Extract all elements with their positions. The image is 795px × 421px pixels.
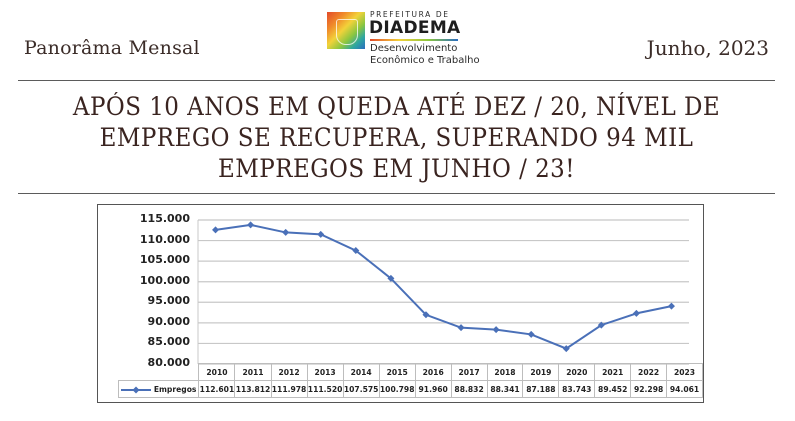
value-cell: 91.960 [414, 380, 452, 398]
headline-line-3: EMPREGOS EM JUNHO / 23! [218, 154, 575, 183]
data-point-marker [667, 302, 675, 310]
logo-underline [370, 39, 458, 41]
value-cell: 87.188 [522, 380, 560, 398]
y-tick-label: 105.000 [139, 253, 190, 267]
chart-data-table: 2010 2011 2012 2013 2014 2015 2016 2017 2018 2019… [117, 363, 703, 398]
y-tick-label: 110.000 [139, 232, 190, 246]
value-cell: 100.798 [378, 380, 416, 398]
logo-subtitle-2: Econômico e Trabalho [370, 55, 480, 66]
year-cell: 2020 [558, 363, 596, 381]
value-cell: 111.520 [306, 380, 344, 398]
city-crest-icon [327, 12, 365, 49]
year-cell: 2021 [594, 363, 632, 381]
legend-label: Empregos [151, 384, 197, 394]
value-cell: 92.298 [630, 380, 668, 398]
value-cell: 88.341 [486, 380, 524, 398]
y-tick-label: 80.000 [147, 356, 190, 369]
year-cell: 2017 [450, 363, 488, 381]
data-point-marker [527, 330, 535, 338]
value-cell: 113.812 [234, 380, 272, 398]
employment-series-line [215, 223, 672, 350]
value-cell: 89.452 [594, 380, 632, 398]
year-cell: 2022 [630, 363, 668, 381]
year-cell: 2023 [666, 363, 703, 381]
year-cell: 2014 [342, 363, 380, 381]
headline-line-1: APÓS 10 ANOS EM QUEDA ATÉ DEZ / 20, NÍVE… [72, 92, 721, 121]
series-legend-icon [121, 386, 152, 393]
headline-line-2: EMPREGO SE RECUPERA, SUPERANDO 94 MIL [99, 123, 694, 152]
values-row: Empregos 112.601 113.812 111.978 111.520 107.… [117, 380, 703, 398]
data-point-marker [282, 228, 290, 236]
year-cell: 2016 [414, 363, 452, 381]
year-cell: 2019 [522, 363, 560, 381]
employment-chart: 115.000 110.000 105.000 100.000 95.000 90.000… [97, 204, 704, 403]
year-row: 2010 2011 2012 2013 2014 2015 2016 2017 2018 2019… [119, 363, 703, 381]
legend-cell: Empregos [117, 380, 200, 398]
bottom-divider [18, 193, 775, 194]
year-cell: 2012 [270, 363, 308, 381]
year-cell: 2011 [234, 363, 272, 381]
logo-name: DIADEMA [369, 18, 461, 38]
headline: APÓS 10 ANOS EM QUEDA ATÉ DEZ / 20, NÍVE… [48, 91, 744, 184]
diadema-logo: PREFEITURA DE DIADEMA Desenvolvimento Ec… [327, 10, 497, 66]
year-cell: 2013 [306, 363, 344, 381]
data-point-marker [492, 326, 500, 334]
publication-title: Panorâma Mensal [24, 37, 200, 59]
publication-date: Junho, 2023 [646, 36, 769, 60]
data-point-marker [212, 226, 220, 234]
data-point-marker [457, 324, 465, 332]
data-point-marker [317, 230, 325, 238]
logo-prefix: PREFEITURA DE [370, 10, 450, 19]
value-cell: 107.575 [342, 380, 380, 398]
data-point-marker [247, 221, 255, 229]
data-point-marker [562, 345, 570, 353]
value-cell: 94.061 [666, 380, 703, 398]
top-divider [18, 80, 775, 81]
y-tick-label: 85.000 [147, 335, 190, 349]
data-point-marker [352, 247, 360, 255]
data-point-marker [632, 309, 640, 317]
data-point-marker [387, 274, 395, 282]
value-cell: 112.601 [198, 380, 236, 398]
y-tick-label: 100.000 [139, 273, 190, 287]
year-cell: 2015 [378, 363, 416, 381]
year-cell: 2010 [198, 363, 236, 381]
value-cell: 83.743 [558, 380, 596, 398]
data-point-marker [597, 321, 605, 329]
value-cell: 88.832 [450, 380, 488, 398]
logo-subtitle-1: Desenvolvimento [370, 43, 458, 54]
year-cell: 2018 [486, 363, 524, 381]
y-tick-label: 95.000 [147, 294, 190, 308]
value-cell: 111.978 [270, 380, 308, 398]
data-point-marker [422, 311, 430, 319]
y-tick-label: 90.000 [147, 314, 190, 328]
y-tick-label: 115.000 [139, 212, 190, 225]
